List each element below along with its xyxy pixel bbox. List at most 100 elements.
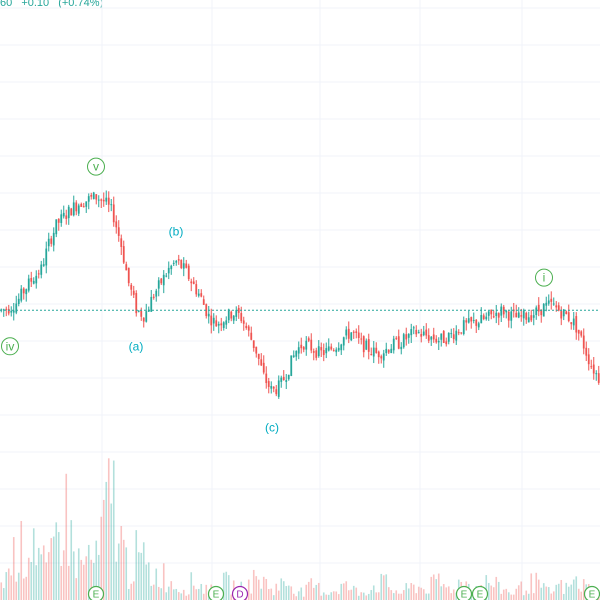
candle-body [117, 227, 120, 236]
candle-body [507, 311, 510, 321]
candle-body [330, 346, 333, 350]
volume-bar [337, 594, 340, 600]
event-marker-circle [471, 585, 489, 600]
volume-bar [95, 540, 98, 600]
event-marker-label: E [213, 590, 220, 600]
candle-body [457, 332, 460, 334]
candle-body [532, 315, 535, 318]
volume-bar [490, 585, 493, 600]
candle-body [205, 304, 208, 317]
candle-body [332, 350, 335, 352]
volume-bar [22, 578, 25, 600]
volume-bar [40, 554, 43, 600]
candle-body [80, 203, 83, 207]
volume-bar [257, 579, 260, 600]
volume-bar [67, 565, 70, 600]
volume-bar [570, 584, 573, 600]
candle-body [577, 329, 580, 334]
candle-body [587, 354, 590, 365]
volume-bar [305, 584, 308, 600]
volume-bar [507, 592, 510, 600]
candle-body [515, 312, 518, 318]
event-marker-circle [87, 585, 105, 600]
volume-bar [535, 572, 538, 600]
candle-body [520, 315, 523, 317]
candle-body [447, 332, 450, 342]
candle-body [92, 192, 95, 199]
volume-bar [115, 561, 118, 600]
candle-body [247, 326, 250, 331]
event-marker-circle [207, 585, 225, 600]
volume-bar [72, 551, 75, 600]
volume-bar [70, 520, 73, 600]
earnings-marker[interactable]: E [207, 585, 225, 600]
candle-body [202, 299, 205, 305]
volume-bar [312, 587, 315, 600]
candle-body [175, 260, 178, 263]
candle-body [47, 238, 50, 247]
candle-body [597, 373, 600, 383]
volume-bar [267, 589, 270, 600]
volume-bar [537, 579, 540, 600]
candle-body [472, 319, 475, 321]
candle-body [480, 314, 483, 324]
candle-body [40, 264, 43, 275]
earnings-marker[interactable]: E [471, 585, 489, 600]
candle-body [372, 347, 375, 357]
volume-bar [157, 586, 160, 600]
candle-body [107, 197, 110, 205]
candle-body [217, 323, 220, 326]
volume-bar [100, 516, 103, 600]
earnings-marker[interactable]: E [455, 585, 473, 600]
candle-body [300, 344, 303, 349]
volume-bar [327, 594, 330, 600]
candle-body [490, 309, 493, 315]
volume-bar [530, 573, 533, 600]
candle-body [270, 385, 273, 389]
volume-bar [402, 590, 405, 600]
candle-body [10, 310, 13, 313]
candle-body [427, 335, 430, 341]
volume-bar [15, 581, 18, 600]
wave-label: (a) [129, 339, 144, 353]
volume-bar [317, 582, 320, 600]
candle-body [562, 309, 565, 317]
wave-label: i [535, 268, 553, 287]
dividend-marker[interactable]: D [231, 585, 249, 600]
volume-bar [175, 588, 178, 600]
volume-bar [190, 572, 193, 600]
candle-body [90, 194, 93, 197]
volume-bar [130, 583, 133, 600]
candle-body [452, 334, 455, 340]
volume-bar [197, 588, 200, 600]
volume-bar [52, 536, 55, 600]
volume-bar [390, 590, 393, 600]
candle-body [530, 315, 533, 321]
candle-body [285, 380, 288, 382]
volume-bar [272, 595, 275, 600]
price-header: 60 +0.10 (+0.74%) [0, 0, 109, 9]
candle-body [547, 300, 550, 304]
volume-bar [577, 588, 580, 600]
volume-bar [117, 543, 120, 600]
volume-bar [492, 587, 495, 600]
candle-body [567, 312, 570, 322]
earnings-marker[interactable]: E [583, 585, 600, 600]
volume-bar [45, 562, 48, 600]
volume-bar [517, 585, 520, 600]
candle-body [585, 347, 588, 356]
volume-bar [360, 592, 363, 600]
candle-body [377, 351, 380, 358]
volume-bar [425, 593, 428, 600]
volume-bar [277, 590, 280, 600]
earnings-marker[interactable]: E [87, 585, 105, 600]
volume-bar [180, 593, 183, 600]
volume-bar [442, 584, 445, 600]
candle-body [5, 308, 8, 310]
volume-bar [565, 582, 568, 600]
candle-body [140, 310, 143, 317]
volume-bar [302, 596, 305, 600]
candle-body [410, 329, 413, 336]
